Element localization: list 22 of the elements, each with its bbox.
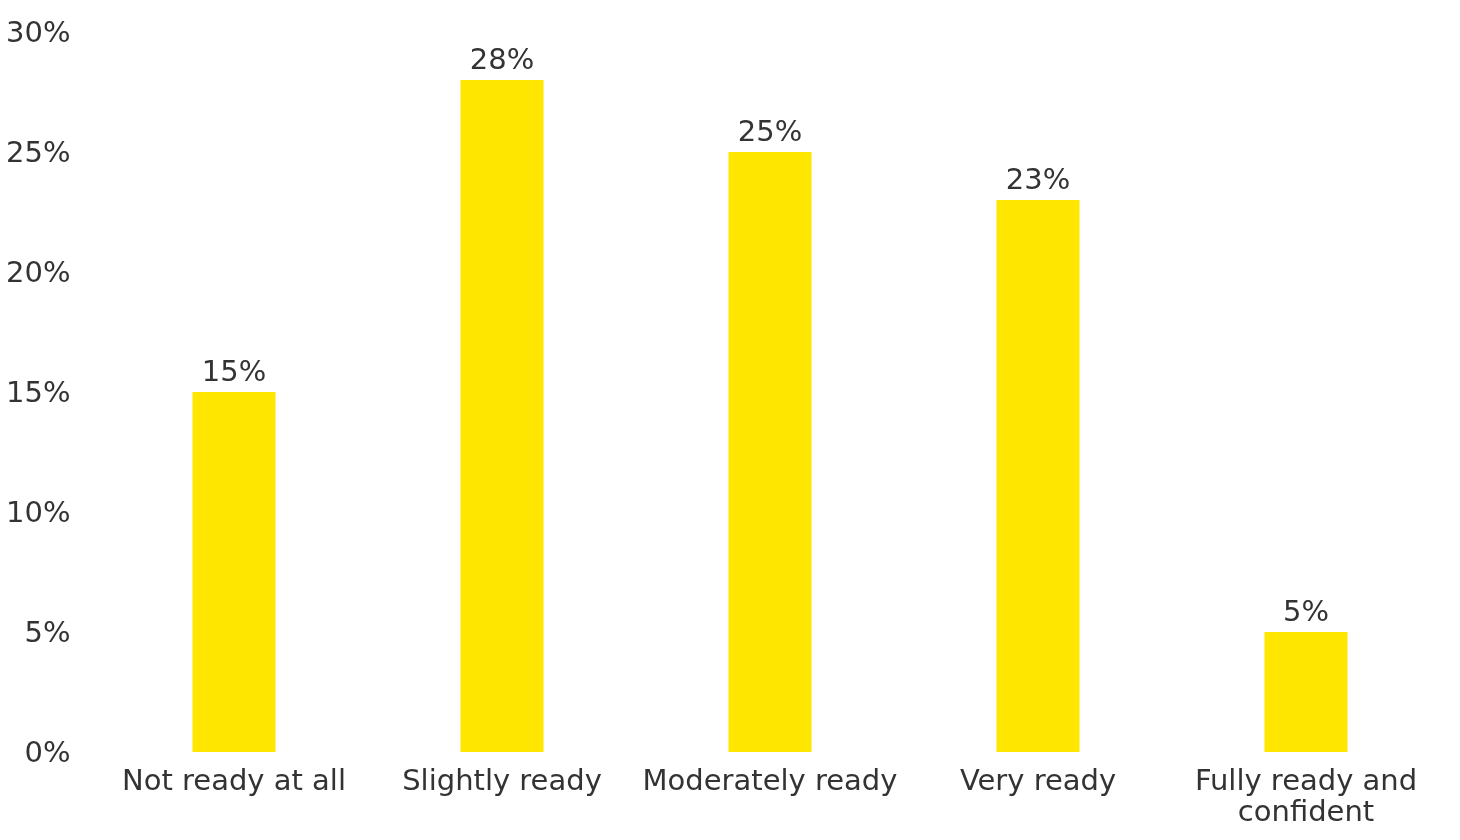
data-label: 28% xyxy=(469,42,535,76)
x-tick-label: Slightly ready xyxy=(402,762,602,797)
bar xyxy=(728,152,812,752)
bar xyxy=(192,392,276,752)
y-tick-label: 5% xyxy=(24,614,71,649)
y-tick-label: 25% xyxy=(6,134,71,169)
bar xyxy=(1264,632,1348,752)
y-tick-label: 20% xyxy=(6,254,71,289)
y-tick-label: 0% xyxy=(24,734,71,769)
x-tick-label: Fully ready and confident xyxy=(1194,762,1418,828)
bar xyxy=(460,80,544,752)
data-label: 15% xyxy=(201,354,267,388)
x-tick-label: Moderately ready xyxy=(642,762,898,797)
y-tick-label: 30% xyxy=(6,14,71,49)
data-label: 5% xyxy=(1282,594,1330,628)
data-label: 23% xyxy=(1005,162,1071,196)
bar xyxy=(996,200,1080,752)
y-tick-label: 15% xyxy=(6,374,71,409)
x-tick-label: Not ready at all xyxy=(122,762,346,797)
x-tick-label: Very ready xyxy=(959,762,1117,797)
y-tick-label: 10% xyxy=(6,494,71,529)
data-label: 25% xyxy=(737,114,803,148)
